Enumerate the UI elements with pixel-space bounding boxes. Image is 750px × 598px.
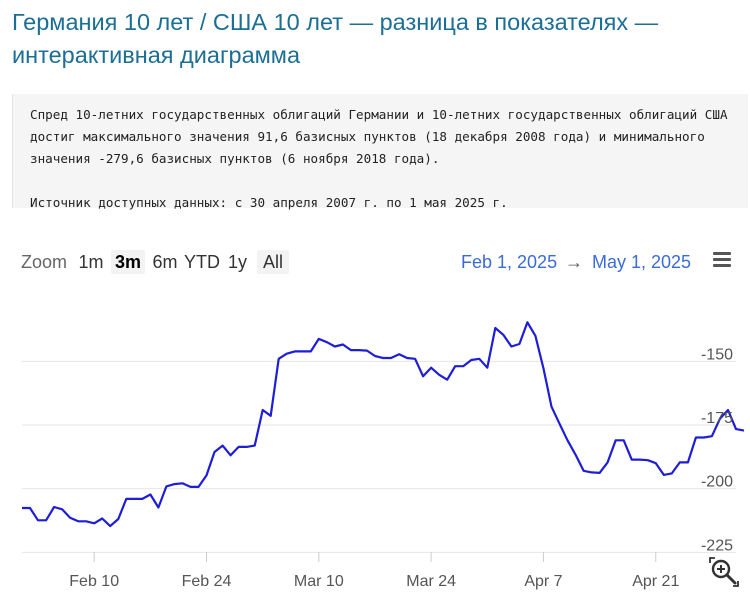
- source-text: Источник доступных данных: с 30 апреля 2…: [30, 195, 508, 210]
- axis-ticks: [93, 552, 657, 562]
- y-tick-label: -175: [701, 410, 733, 427]
- range-arrow: →: [565, 252, 583, 272]
- y-tick-label: -225: [701, 537, 733, 554]
- x-axis-labels: Feb 10 Feb 24 Mar 10 Mar 24 Apr 7 Apr 21: [69, 573, 679, 590]
- description-text: Спред 10-летних государственных облигаци…: [30, 107, 736, 166]
- chart-toolbar: Zoom 1m 3m 6m YTD 1y All Feb 1, 2025 → M…: [0, 248, 750, 278]
- range-button-ytd[interactable]: YTD: [184, 252, 220, 272]
- x-tick-label: Feb 10: [69, 573, 119, 590]
- range-button-6m[interactable]: 6m: [152, 252, 178, 272]
- y-tick-label: -200: [701, 474, 733, 491]
- range-button-all[interactable]: All: [257, 250, 289, 274]
- x-tick-label: Mar 24: [406, 573, 456, 590]
- range-button-1y[interactable]: 1y: [227, 252, 247, 272]
- range-from-date[interactable]: Feb 1, 2025: [461, 252, 558, 272]
- range-to-date[interactable]: May 1, 2025: [592, 252, 692, 272]
- page-title: Германия 10 лет / США 10 лет — разница в…: [12, 9, 659, 68]
- range-button-1m[interactable]: 1m: [78, 252, 104, 272]
- spread-series-line: [22, 321, 745, 528]
- y-axis-labels: -150 -175 -200 -225: [701, 346, 733, 554]
- zoom-label: Zoom: [21, 252, 68, 272]
- x-tick-label: Apr 7: [524, 573, 562, 590]
- menu-icon[interactable]: [713, 252, 731, 268]
- range-button-3m[interactable]: 3m: [111, 250, 145, 274]
- x-tick-label: Feb 24: [182, 573, 232, 590]
- x-tick-label: Mar 10: [294, 573, 344, 590]
- zoom-magnifier-icon[interactable]: [708, 556, 740, 588]
- grid-lines: [22, 360, 736, 553]
- y-tick-label: -150: [701, 346, 733, 363]
- x-tick-label: Apr 21: [632, 573, 679, 590]
- spread-line-chart: -150 -175 -200 -225 Feb 10 Feb 24 Mar 10 Mar 2…: [22, 321, 745, 590]
- description-box: Спред 10-летних государственных облигаци…: [12, 94, 748, 210]
